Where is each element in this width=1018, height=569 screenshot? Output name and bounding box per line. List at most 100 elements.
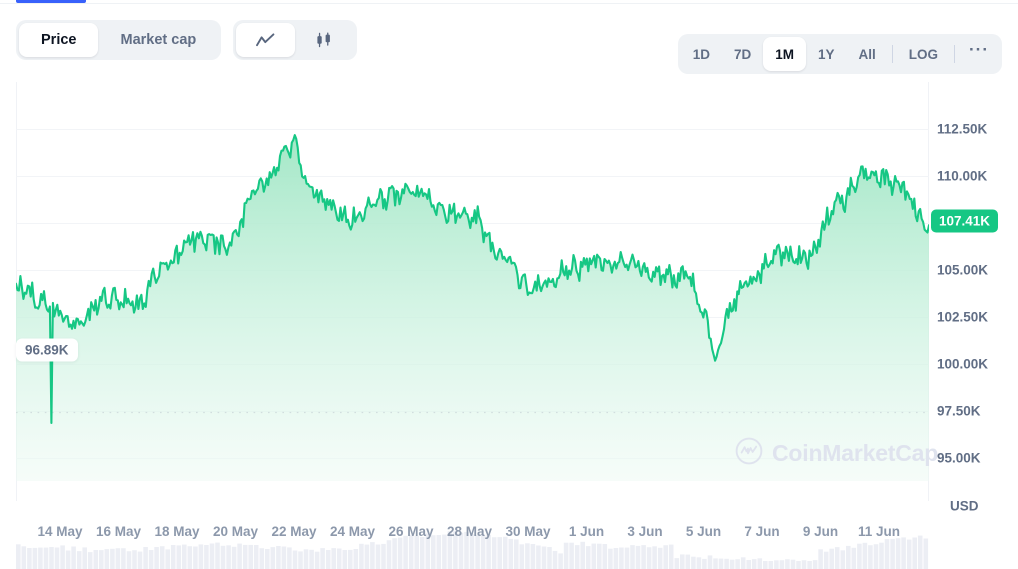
volume-bar: [132, 550, 137, 569]
volume-bar: [519, 544, 525, 569]
volume-bar: [403, 535, 408, 569]
chart-type-toggle-group: [233, 20, 357, 60]
x-axis-label: 28 May: [446, 524, 493, 539]
volume-bar: [619, 547, 624, 569]
volume-bar: [696, 557, 702, 569]
metric-toggle-group: Price Market cap: [16, 20, 222, 60]
volume-bar: [281, 546, 287, 569]
volume-bar: [231, 546, 237, 569]
volume-bar: [87, 552, 93, 569]
volume-bar: [414, 535, 419, 569]
line-chart-button[interactable]: [236, 23, 295, 57]
volume-bar: [475, 535, 480, 569]
volume-bar: [425, 533, 431, 569]
volume-bar: [331, 548, 336, 569]
volume-bar: [215, 542, 220, 569]
volume-bar: [43, 547, 49, 569]
range-1d[interactable]: 1D: [681, 37, 722, 71]
tab-market-cap[interactable]: Market cap: [98, 23, 218, 57]
volume-bar: [906, 539, 912, 569]
volume-bar: [104, 549, 110, 569]
volume-bar: [497, 537, 502, 569]
volume-bar: [292, 550, 298, 569]
volume-bar: [242, 544, 248, 569]
more-options-button[interactable]: ···: [959, 37, 999, 71]
y-axis-label-105-00k: 105.00K: [937, 262, 989, 278]
volume-bar: [408, 534, 414, 569]
volume-bar: [547, 547, 552, 569]
volume-bar: [846, 545, 851, 569]
volume-bar: [198, 544, 204, 569]
volume-bar: [480, 535, 486, 569]
volume-bar: [60, 545, 65, 569]
volume-bar: [901, 537, 906, 569]
range-7d[interactable]: 7D: [722, 37, 763, 71]
volume-bar: [879, 542, 884, 569]
chart-area[interactable]: 112.50K 110.00K 107.41K 105.00K 102.50K …: [0, 76, 1018, 569]
volume-bar: [591, 543, 597, 569]
volume-bar: [303, 549, 309, 569]
x-axis-label: 9 Jun: [802, 524, 839, 539]
volume-bar: [276, 546, 281, 569]
volume-bar: [265, 549, 270, 569]
volume-bar: [608, 548, 613, 569]
volume-bar: [49, 547, 54, 569]
volume-bar: [464, 531, 469, 569]
volume-bar: [652, 546, 657, 569]
range-1m[interactable]: 1M: [763, 37, 806, 71]
volume-bar: [21, 546, 27, 569]
y-axis-label-95-00k: 95.00K: [937, 450, 981, 466]
volume-bar: [76, 551, 82, 569]
volume-bar: [635, 545, 641, 569]
volume-bar: [541, 546, 547, 569]
volume-bar: [868, 545, 873, 569]
volume-bar: [707, 555, 713, 569]
volume-bar: [536, 545, 541, 569]
volume-bar: [525, 543, 530, 569]
volume-bar: [729, 559, 735, 569]
volume-bar: [176, 545, 182, 569]
volume-bar: [16, 544, 21, 569]
log-scale-button[interactable]: LOG: [897, 37, 950, 71]
volume-bar: [336, 548, 342, 569]
volume-bar: [453, 531, 458, 569]
volume-bar: [193, 546, 198, 569]
volume-bar: [447, 531, 453, 569]
candlestick-chart-button[interactable]: [295, 23, 354, 57]
x-axis-label: 22 May: [271, 524, 317, 539]
range-all[interactable]: All: [847, 37, 888, 71]
range-1y[interactable]: 1Y: [806, 37, 847, 71]
x-axis-label: 16 May: [95, 524, 142, 539]
volume-bar: [558, 553, 563, 569]
volume-bar: [663, 545, 668, 569]
volume-bar: [431, 535, 436, 569]
volume-bar: [812, 560, 818, 569]
volume-bar: [834, 547, 840, 569]
tab-price[interactable]: Price: [19, 23, 99, 57]
volume-bar: [657, 547, 663, 569]
volume-bar: [751, 559, 757, 569]
volume-bar: [779, 560, 785, 569]
volume-bar: [491, 537, 497, 569]
volume-bar: [159, 546, 165, 569]
volume-bar: [829, 548, 834, 569]
x-axis-label: 3 Jun: [627, 524, 663, 539]
volume-bar: [685, 554, 691, 569]
volume-bar: [82, 547, 87, 569]
volume-bar: [121, 548, 126, 569]
volume-bar: [895, 538, 901, 569]
x-axis-label: 24 May: [329, 524, 376, 539]
price-chart-svg[interactable]: [0, 76, 1018, 569]
volume-bar: [259, 548, 265, 569]
volume-bar: [187, 546, 193, 569]
volume-bar: [270, 547, 276, 569]
x-axis-label: 5 Jun: [685, 524, 722, 539]
volume-bar: [32, 547, 38, 569]
volume-bar: [807, 561, 812, 569]
volume-bar: [857, 543, 862, 569]
volume-bar: [641, 545, 646, 569]
volume-bar: [309, 549, 314, 569]
volume-bar: [320, 548, 325, 569]
volume-bar: [375, 544, 381, 569]
volume-bar: [93, 550, 99, 569]
